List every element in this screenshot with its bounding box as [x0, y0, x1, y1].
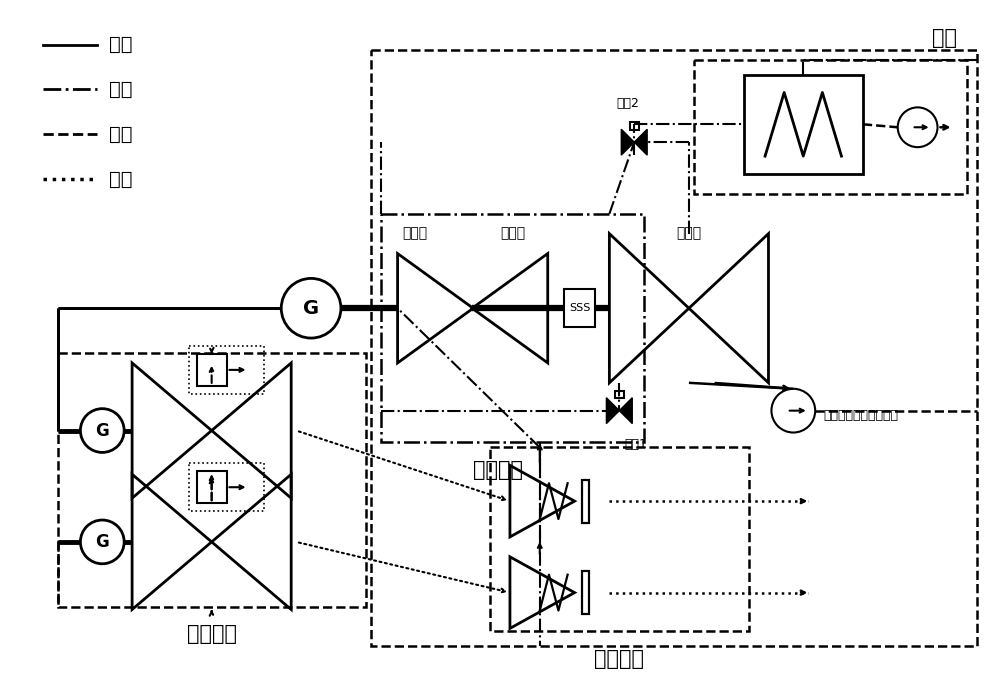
Bar	[371, 50, 977, 646]
Bar	[564, 289, 595, 327]
Text: 蒸汽: 蒸汽	[109, 80, 133, 99]
Text: G: G	[95, 421, 109, 439]
Text: 蒸汽轮机: 蒸汽轮机	[473, 460, 523, 481]
Text: 低压缸: 低压缸	[676, 226, 701, 240]
Text: SSS: SSS	[569, 303, 590, 313]
Bar	[615, 391, 624, 398]
Text: G: G	[95, 533, 109, 551]
Text: 中压缸: 中压缸	[500, 226, 525, 240]
Polygon shape	[634, 129, 647, 155]
Bar	[197, 471, 227, 503]
Polygon shape	[606, 398, 619, 423]
Text: 背压模式下低压缸解列: 背压模式下低压缸解列	[823, 409, 898, 422]
Bar	[582, 480, 589, 522]
Bar	[197, 354, 227, 386]
Bar	[381, 214, 644, 442]
Text: 热水: 热水	[109, 125, 133, 144]
Text: 阀门1: 阀门1	[624, 439, 647, 452]
Bar	[744, 75, 863, 174]
Bar	[694, 60, 967, 194]
Bar	[582, 571, 589, 614]
Text: 燃气: 燃气	[109, 169, 133, 189]
Bar	[189, 346, 264, 394]
Text: 电力: 电力	[109, 35, 133, 54]
Bar	[630, 122, 639, 130]
Text: 余热锅炉: 余热锅炉	[594, 649, 644, 669]
Text: 热网: 热网	[932, 28, 957, 48]
Bar	[189, 463, 264, 511]
Polygon shape	[621, 129, 634, 155]
Bar	[58, 353, 366, 607]
Bar	[490, 448, 749, 632]
Text: 燃气轮机: 燃气轮机	[187, 624, 237, 644]
Polygon shape	[619, 398, 632, 423]
Text: 高压缸: 高压缸	[403, 226, 428, 240]
Text: G: G	[303, 299, 319, 317]
Text: 阀门2: 阀门2	[616, 97, 639, 111]
